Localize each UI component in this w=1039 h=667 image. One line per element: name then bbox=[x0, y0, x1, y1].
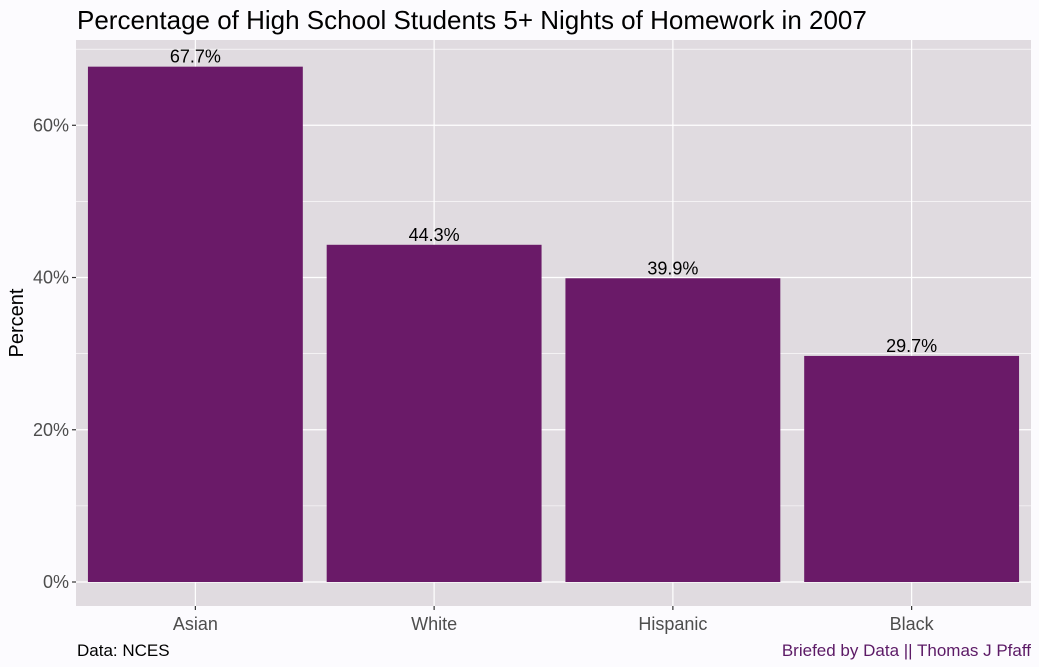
data-label: 67.7% bbox=[170, 47, 221, 67]
bar-black bbox=[804, 355, 1020, 582]
x-tick-label: Black bbox=[890, 614, 935, 634]
data-label: 44.3% bbox=[409, 225, 460, 245]
credit-caption: Briefed by Data || Thomas J Pfaff bbox=[782, 641, 1031, 660]
bar-hispanic bbox=[565, 278, 781, 582]
y-axis: 0% 20% 40% 60% bbox=[33, 115, 76, 592]
x-tick-label: White bbox=[411, 614, 457, 634]
bars bbox=[87, 66, 1020, 583]
y-tick-label: 20% bbox=[33, 420, 69, 440]
x-axis: Asian White Hispanic Black bbox=[173, 606, 935, 634]
x-tick-label: Hispanic bbox=[638, 614, 707, 634]
y-tick-label: 60% bbox=[33, 115, 69, 135]
data-label: 29.7% bbox=[886, 336, 937, 356]
y-tick-label: 40% bbox=[33, 268, 69, 288]
bar-asian bbox=[87, 66, 303, 582]
data-label: 39.9% bbox=[647, 258, 698, 278]
source-caption: Data: NCES bbox=[77, 641, 170, 660]
y-axis-label: Percent bbox=[6, 288, 28, 357]
chart-title: Percentage of High School Students 5+ Ni… bbox=[77, 5, 867, 35]
data-labels: 67.7% 44.3% 39.9% 29.7% bbox=[170, 47, 937, 356]
bar-white bbox=[326, 244, 542, 583]
y-tick-label: 0% bbox=[43, 572, 69, 592]
x-tick-label: Asian bbox=[173, 614, 218, 634]
